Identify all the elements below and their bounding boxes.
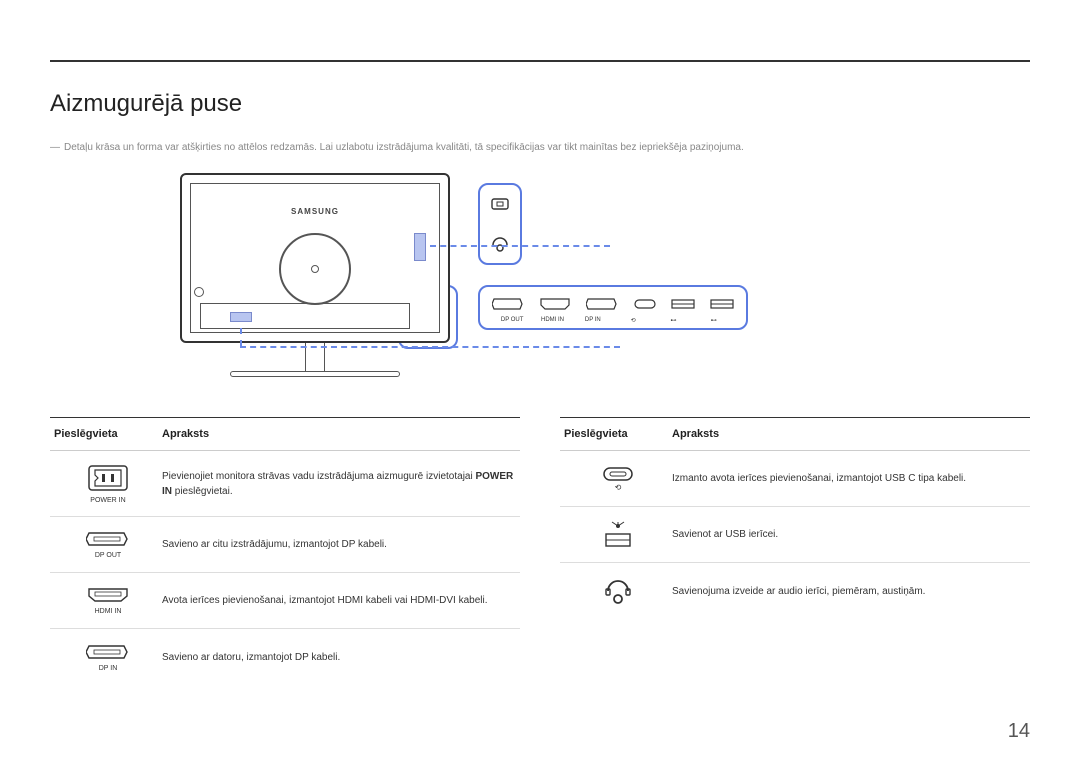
power-icon (86, 463, 130, 493)
callout-panels: POWER IN DP OUT HDMI IN DP IN (478, 173, 748, 349)
usba-desc: Savienot ar USB ierīcei. (672, 527, 1030, 542)
port-labels-row: DP OUT HDMI IN DP IN ⟲ ⊷ ⊷ (492, 317, 734, 324)
dp-out-icon (492, 297, 524, 311)
dp-in-icon (586, 297, 618, 311)
monitor-frame: SAMSUNG (180, 173, 450, 343)
th-desc-l: Apraksts (162, 428, 520, 440)
page-title: Aizmugurējā puse (50, 90, 1030, 118)
right-thead: Pieslēgvieta Apraksts (560, 417, 1030, 451)
row-headphone: Savienojuma izveide ar audio ierīci, pie… (560, 563, 1030, 619)
note-text: Detaļu krāsa un forma var atšķirties no … (64, 142, 744, 153)
callout-line-side (430, 245, 610, 247)
side-port-panel (478, 183, 522, 265)
headphone-desc: Savienojuma izveide ar audio ierīci, pie… (672, 584, 1030, 599)
spec-note: ― Detaļu krāsa un forma var atšķirties no… (50, 142, 1030, 153)
row-usba: Savienot ar USB ierīcei. (560, 507, 1030, 563)
headphone-icon (490, 233, 510, 253)
usbc-icon (634, 299, 656, 309)
mount-circle (279, 233, 351, 305)
port-tables: Pieslēgvieta Apraksts POWER IN Pievienoj… (50, 417, 1030, 685)
hdmi-desc: Avota ierīces pievienošanai, izmantojot … (162, 593, 520, 608)
left-thead: Pieslēgvieta Apraksts (50, 417, 520, 451)
dpin-icon (86, 643, 130, 661)
page-number: 14 (1008, 720, 1030, 743)
ports-icons (492, 297, 734, 311)
th-port-l: Pieslēgvieta (50, 428, 162, 440)
usbc-icon: ⟲ (600, 466, 636, 492)
th-desc-r: Apraksts (672, 428, 1030, 440)
bottom-port-highlight (230, 312, 252, 322)
row-dpin: DP IN Savieno ar datoru, izmantojot DP k… (50, 629, 520, 685)
ports-panel: DP OUT HDMI IN DP IN ⟲ ⊷ ⊷ (478, 285, 748, 330)
left-table: Pieslēgvieta Apraksts POWER IN Pievienoj… (50, 417, 520, 685)
lbl-usbc: ⟲ (613, 317, 653, 324)
brand-label: SAMSUNG (291, 207, 339, 216)
row-power: POWER IN Pievienojiet monitora strāvas v… (50, 451, 520, 517)
dpout-desc: Savieno ar citu izstrādājumu, izmantojot… (162, 537, 520, 552)
svg-text:⟲: ⟲ (615, 483, 622, 492)
usba-icon-1 (671, 299, 695, 309)
top-rule (50, 60, 1030, 62)
stand-base (230, 371, 400, 377)
bottom-panels: POWER IN DP OUT HDMI IN DP IN (398, 285, 748, 349)
right-table: Pieslēgvieta Apraksts ⟲ Izmanto avota ie… (560, 417, 1030, 685)
monitor-diagram: SAMSUNG (180, 173, 450, 377)
lbl-dpin: DP IN (573, 317, 613, 324)
usba-icon (600, 520, 636, 550)
hdmi-icon (86, 586, 130, 604)
lbl-hdmi: HDMI IN (532, 317, 572, 324)
mount-dot (311, 265, 319, 273)
dpin-icon-label: DP IN (99, 665, 118, 672)
lbl-usb1: ⊷ (653, 317, 693, 324)
callout-vline (240, 328, 242, 346)
lbl-usb2: ⊷ (694, 317, 734, 324)
dpout-icon-label: DP OUT (95, 552, 121, 559)
usb-icon (490, 195, 510, 215)
power-desc: Pievienojiet monitora strāvas vadu izstr… (162, 469, 520, 499)
callout-line-bottom (240, 346, 620, 348)
row-dpout: DP OUT Savieno ar citu izstrādājumu, izm… (50, 517, 520, 573)
usba-icon-2 (710, 299, 734, 309)
side-port-highlight (414, 233, 426, 261)
row-hdmi: HDMI IN Avota ierīces pievienošanai, izm… (50, 573, 520, 629)
dp-icon (86, 530, 130, 548)
power-icon-label: POWER IN (90, 497, 125, 504)
note-dash: ― (50, 142, 60, 153)
diagram-row: SAMSUNG (50, 173, 1030, 377)
headphone-icon (604, 577, 632, 605)
lock-hole (194, 287, 204, 297)
dpin-desc: Savieno ar datoru, izmantojot DP kabeli. (162, 650, 520, 665)
hdmi-icon-label: HDMI IN (95, 608, 122, 615)
row-usbc: ⟲ Izmanto avota ierīces pievienošanai, i… (560, 451, 1030, 507)
usbc-desc: Izmanto avota ierīces pievienošanai, izm… (672, 471, 1030, 486)
th-port-r: Pieslēgvieta (560, 428, 672, 440)
hdmi-icon (539, 297, 571, 311)
lbl-dpout: DP OUT (492, 317, 532, 324)
